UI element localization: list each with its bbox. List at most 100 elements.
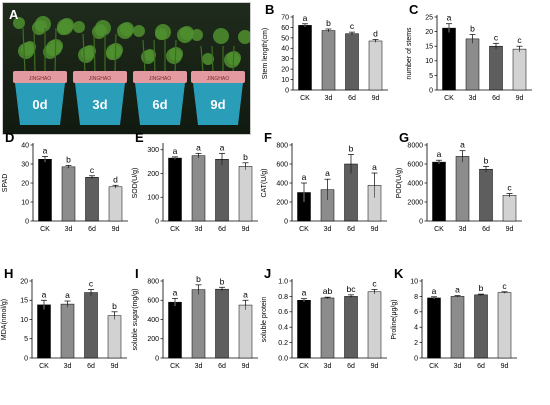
x-tick-label: 9d (371, 363, 379, 370)
pot-body (193, 83, 243, 125)
significance-label: c (372, 278, 377, 288)
y-tick-label: 8000 (407, 142, 423, 149)
x-tick-label: 9d (111, 363, 119, 370)
y-axis-label: soluble protein (261, 297, 268, 343)
y-tick-label: 0 (155, 218, 159, 225)
pot-rim-text: JINGHAO (89, 76, 111, 82)
significance-label: a (43, 145, 48, 155)
significance-label: a (303, 13, 308, 23)
panel-letter-a: A (9, 7, 19, 22)
panel-d: D 0 10 20 30 40 SPAD a CK b 3d c 6d d 9d (2, 130, 128, 233)
y-tick-label: 400 (147, 317, 159, 324)
significance-label: b (112, 301, 117, 311)
x-tick-label: 9d (242, 226, 250, 233)
bar (497, 292, 512, 359)
panel-letter: K (394, 266, 404, 281)
y-tick-label: 600 (276, 161, 288, 168)
panel-letter: J (264, 266, 271, 281)
bar (215, 288, 229, 359)
y-tick-label: 0 (155, 355, 159, 362)
y-axis-label: POD(U/g) (396, 168, 403, 199)
y-tick-label: 10 (425, 58, 433, 65)
panel-b: B 0 10 20 30 40 50 60 70 Stem length(cm) a CK b 3d c 6d… (262, 2, 388, 102)
significance-label: a (325, 168, 330, 178)
stem (153, 39, 156, 74)
significance-label: a (302, 288, 307, 298)
y-tick-label: 20 (281, 67, 289, 74)
panel-j: J 0.0 0.2 0.4 0.6 0.8 1.0 soluble protein a CK ab 3… (261, 266, 387, 370)
y-tick-label: 400 (276, 180, 288, 187)
panel-e: E 0 100 200 300 SOD(U/g) a CK a 3d a 6d b 9d (132, 130, 258, 233)
y-tick-label: 4000 (407, 180, 423, 187)
leaf-cluster (224, 52, 240, 68)
y-tick-label: 300 (147, 147, 159, 154)
bar (168, 301, 182, 359)
x-tick-label: 6d (218, 226, 226, 233)
stem (174, 39, 177, 74)
significance-label: a (372, 162, 377, 172)
y-tick-label: 0 (285, 87, 289, 94)
stem (142, 39, 146, 74)
significance-label: a (432, 286, 437, 296)
x-tick-label: 6d (347, 363, 355, 370)
y-tick-label: 0 (24, 355, 28, 362)
x-tick-label: CK (170, 363, 180, 370)
bar (37, 304, 51, 359)
y-tick-label: 5 (24, 336, 28, 343)
y-tick-label: 0 (419, 218, 423, 225)
significance-label: a (65, 290, 70, 300)
significance-label: a (173, 146, 178, 156)
leaf-cluster (117, 23, 133, 39)
significance-label: a (173, 287, 178, 297)
stem (211, 45, 214, 74)
y-tick-label: 0.2 (278, 340, 288, 347)
pot-body (15, 83, 65, 125)
x-tick-label: 6d (477, 363, 485, 370)
leaf-cluster (92, 25, 106, 39)
significance-label: b (66, 154, 71, 164)
pot-rim (73, 71, 127, 83)
panel-h: H 0 5 10 15 20 MDA(nmol/g) a CK a 3d c 6d b 9d (1, 266, 127, 370)
panel-letter: C (409, 2, 419, 17)
panel-g: G 0 2000 4000 6000 8000 POD(U/g) a CK a 3d b 6d c 9d (396, 130, 522, 233)
y-tick-label: 6000 (407, 161, 423, 168)
significance-label: c (350, 21, 355, 31)
y-tick-label: 0 (284, 218, 288, 225)
x-tick-label: 9d (372, 95, 380, 102)
pot-rim-text: JINGHAO (149, 76, 171, 82)
significance-label: a (455, 285, 460, 295)
panel-i: I 0 200 400 600 800 soluble sugar(mg/g) a CK b 3d b… (132, 266, 258, 370)
y-tick-label: 100 (147, 195, 159, 202)
y-tick-label: 200 (276, 199, 288, 206)
y-tick-label: 0.8 (278, 294, 288, 301)
y-tick-label: 10 (410, 278, 418, 285)
y-tick-label: 6 (414, 309, 418, 316)
y-axis-label: SPAD (2, 174, 9, 193)
significance-label: b (470, 24, 475, 34)
panel-letter: H (4, 266, 13, 281)
y-axis-label: soluble sugar(mg/g) (132, 289, 139, 351)
y-tick-label: 0 (25, 218, 29, 225)
pot-3d: JINGHAO 3d (73, 20, 134, 125)
significance-label: b (326, 18, 331, 28)
bar (489, 45, 503, 91)
x-tick-label: 6d (88, 226, 96, 233)
bar (168, 157, 182, 222)
significance-label: a (243, 289, 248, 299)
leaf-cluster (18, 43, 34, 59)
y-tick-label: 40 (21, 142, 29, 149)
y-tick-label: 0 (429, 87, 433, 94)
bar (60, 303, 75, 359)
panel-k: K 0 2 4 6 8 10 Proline(μg/g) a CK a 3d b 6d c 9d (391, 266, 517, 370)
pot-rim (191, 71, 245, 83)
pot-6d: JINGHAO 6d (133, 24, 194, 125)
x-tick-label: 9d (506, 226, 514, 233)
pot-label-6d: 6d (152, 97, 167, 112)
x-tick-label: 3d (65, 226, 73, 233)
significance-label: c (502, 281, 507, 291)
bar (238, 304, 253, 359)
x-tick-label: 3d (324, 363, 332, 370)
stem (33, 27, 36, 74)
bar (512, 48, 527, 91)
